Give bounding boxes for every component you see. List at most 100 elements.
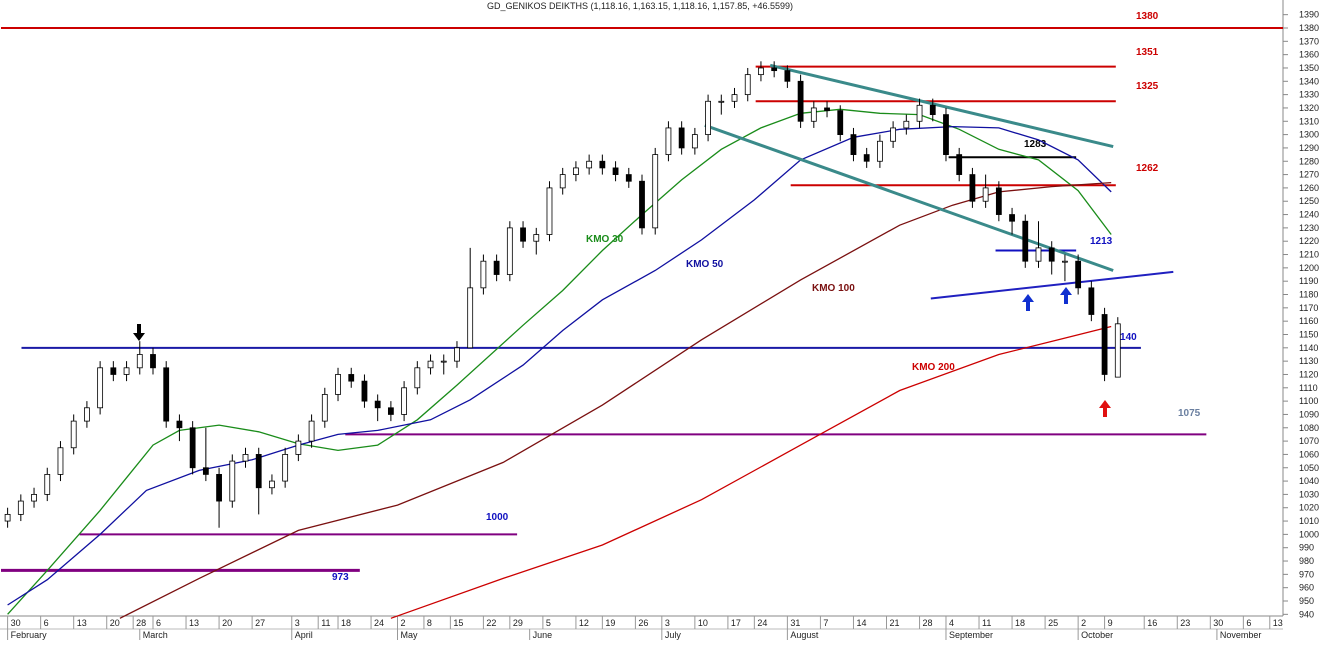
candle-body xyxy=(995,187,1002,215)
candle-body xyxy=(361,380,368,402)
level-label: 1140 xyxy=(1115,332,1137,343)
month-label: June xyxy=(533,630,553,640)
candle-body xyxy=(216,474,222,502)
x-tick-label: 30 xyxy=(11,618,21,628)
candle-body xyxy=(943,114,949,155)
x-tick-label: 11 xyxy=(321,618,330,628)
y-tick-label: 940 xyxy=(1299,609,1314,619)
candle-body xyxy=(321,394,328,422)
x-tick-label: 9 xyxy=(1108,618,1113,628)
y-tick-label: 1280 xyxy=(1299,156,1319,166)
candle-body xyxy=(17,500,24,515)
x-tick-label: 23 xyxy=(1180,618,1190,628)
y-tick-label: 1130 xyxy=(1299,356,1318,366)
y-tick-label: 1050 xyxy=(1299,463,1319,473)
level-label: 1380 xyxy=(1136,11,1159,22)
moving-average-line xyxy=(7,125,1112,606)
candle-body xyxy=(929,104,936,116)
month-label: March xyxy=(143,630,168,640)
candle-body xyxy=(797,80,804,122)
candle-body xyxy=(229,460,236,502)
candle-body xyxy=(176,420,183,429)
candle-body xyxy=(916,104,923,122)
y-tick-label: 1180 xyxy=(1299,290,1318,300)
candle-body xyxy=(1101,314,1108,375)
x-tick-label: 5 xyxy=(546,618,551,628)
y-tick-label: 1390 xyxy=(1299,10,1319,20)
y-tick-label: 1270 xyxy=(1299,170,1319,180)
x-tick-label: 6 xyxy=(1246,618,1251,628)
x-tick-label: 30 xyxy=(1213,618,1223,628)
candle-body xyxy=(255,454,262,489)
candle-body xyxy=(282,454,289,482)
chart-title: GD_GENIKOS DEIKTHS (1,118.16, 1,163.15, … xyxy=(487,1,793,11)
candle-body xyxy=(44,474,51,495)
candle-body xyxy=(123,367,130,375)
y-tick-label: 1110 xyxy=(1299,383,1318,393)
x-tick-label: 10 xyxy=(698,618,708,628)
x-tick-label: 2 xyxy=(1081,618,1086,628)
x-tick-label: 13 xyxy=(1273,618,1283,628)
candle-body xyxy=(387,407,394,415)
month-label: September xyxy=(949,630,993,640)
month-label: April xyxy=(295,630,313,640)
y-tick-label: 1090 xyxy=(1299,409,1319,419)
x-tick-label: 3 xyxy=(295,618,300,628)
candle-body xyxy=(810,107,817,122)
x-tick-label: 14 xyxy=(856,618,866,628)
y-tick-label: 960 xyxy=(1299,583,1314,593)
candle-body xyxy=(454,347,460,362)
x-tick-label: 6 xyxy=(44,618,49,628)
candle-body xyxy=(401,387,408,415)
candle-body xyxy=(467,287,474,349)
y-tick-label: 1100 xyxy=(1299,396,1318,406)
y-tick-label: 1320 xyxy=(1299,103,1319,113)
y-tick-label: 1340 xyxy=(1299,76,1319,86)
candle-body xyxy=(1048,247,1055,262)
candle-body xyxy=(97,367,104,409)
x-tick-label: 8 xyxy=(427,618,432,628)
candle-body xyxy=(758,67,764,76)
y-tick-label: 990 xyxy=(1299,543,1314,553)
candle-body xyxy=(639,180,645,229)
x-tick-label: 31 xyxy=(790,618,800,628)
candle-body xyxy=(84,407,90,422)
level-label: 1262 xyxy=(1136,163,1159,174)
candle-body xyxy=(863,154,870,162)
y-tick-label: 1190 xyxy=(1299,276,1318,286)
y-tick-label: 1020 xyxy=(1299,503,1319,513)
x-tick-label: 6 xyxy=(156,618,161,628)
y-tick-label: 1140 xyxy=(1299,343,1318,353)
y-tick-label: 1200 xyxy=(1299,263,1319,273)
x-tick-label: 21 xyxy=(890,618,900,628)
arrow-up xyxy=(1022,294,1034,311)
month-label: May xyxy=(400,630,418,640)
candle-body xyxy=(559,174,566,189)
y-tick-label: 1230 xyxy=(1299,223,1319,233)
y-tick-label: 1380 xyxy=(1299,23,1319,33)
y-tick-label: 1310 xyxy=(1299,116,1319,126)
y-tick-label: 1080 xyxy=(1299,423,1319,433)
y-tick-label: 1000 xyxy=(1299,529,1319,539)
level-label: 1000 xyxy=(486,512,509,523)
candle-body xyxy=(784,70,791,82)
month-label: August xyxy=(790,630,819,640)
candle-body xyxy=(163,367,170,422)
y-tick-label: 1300 xyxy=(1299,130,1319,140)
candle-body xyxy=(586,160,593,169)
candle-body xyxy=(625,174,632,182)
candle-body xyxy=(1009,214,1015,222)
x-tick-label: 17 xyxy=(731,618,741,628)
x-tick-label: 27 xyxy=(255,618,265,628)
x-tick-label: 16 xyxy=(1147,618,1157,628)
x-tick-label: 26 xyxy=(638,618,648,628)
y-tick-label: 1250 xyxy=(1299,196,1319,206)
y-tick-label: 950 xyxy=(1299,596,1314,606)
y-tick-label: 1240 xyxy=(1299,210,1319,220)
candle-body xyxy=(1022,220,1029,262)
month-label: July xyxy=(665,630,682,640)
month-label: November xyxy=(1220,630,1262,640)
arrow-up xyxy=(1099,400,1111,417)
x-tick-label: 28 xyxy=(923,618,933,628)
